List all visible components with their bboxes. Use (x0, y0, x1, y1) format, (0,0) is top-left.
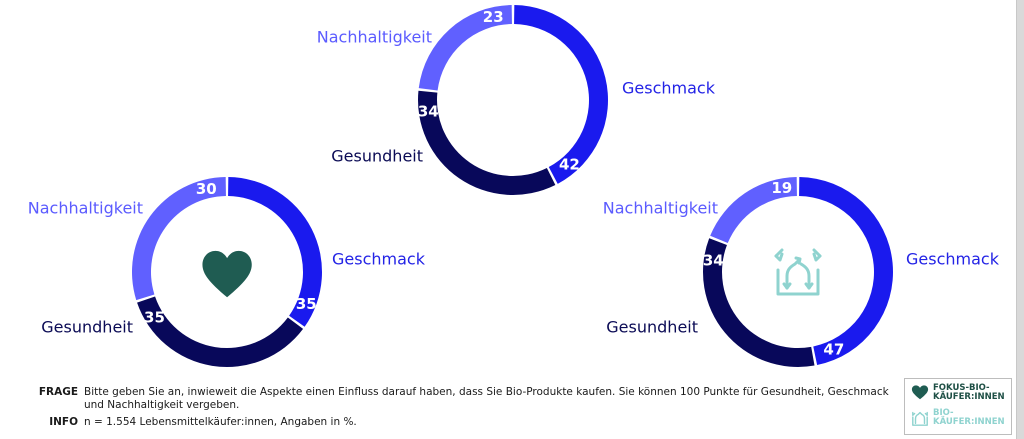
donut-segment-geschmack (228, 177, 322, 327)
donut-value-label-geschmack: 47 (823, 341, 844, 359)
donut-value-label-nachhaltigkeit: 30 (196, 180, 217, 198)
legend-label-bio: BIO-KÄUFER:INNEN (933, 408, 1005, 427)
legend-label-fokus: FOKUS-BIO-KÄUFER:INNEN (933, 383, 1005, 402)
donut-segment-geschmack (514, 5, 609, 184)
info-text: n = 1.554 Lebensmittelkäufer:innen, Anga… (84, 416, 357, 429)
donut-segment-gesundheit (137, 296, 304, 368)
category-label-nachhaltigkeit: Nachhaltigkeit (28, 199, 143, 218)
donut-value-label-gesundheit: 35 (144, 308, 165, 326)
donut-value-label-gesundheit: 34 (418, 102, 439, 120)
info-row: INFO n = 1.554 Lebensmittelkäufer:innen,… (30, 416, 900, 429)
info-key: INFO (49, 416, 78, 429)
donut-chart-2: 35 Geschmack 35 Gesundheit 30 Nachhaltigkeit (28, 177, 426, 368)
category-label-nachhaltigkeit: Nachhaltigkeit (603, 199, 718, 218)
donut-value-label-nachhaltigkeit: 23 (483, 8, 504, 26)
bio-arrows-icon (912, 411, 928, 426)
donut-value-label-nachhaltigkeit: 19 (771, 179, 792, 197)
category-label-geschmack: Geschmack (332, 250, 426, 269)
category-label-gesundheit: Gesundheit (331, 147, 423, 166)
donut-charts: 42Geschmack34Gesundheit23Nachhaltigkeit3… (28, 5, 1000, 368)
legend-item-bio: BIO-KÄUFER:INNEN (911, 409, 1011, 427)
donut-value-label-gesundheit: 34 (703, 252, 724, 270)
donut-segment-gesundheit (418, 90, 556, 195)
donut-segment-nachhaltigkeit (418, 5, 512, 91)
category-label-geschmack: Geschmack (906, 250, 1000, 269)
frage-text: Bitte geben Sie an, inwieweit die Aspekt… (84, 386, 889, 412)
donut-segment-nachhaltigkeit (710, 177, 797, 244)
donut-segment-gesundheit (703, 238, 815, 367)
donut-segment-nachhaltigkeit (132, 177, 226, 301)
donut-chart-1: 42 Geschmack 34 Gesundheit 23 Nachhaltigkeit (317, 5, 716, 195)
category-label-gesundheit: Gesundheit (41, 318, 133, 337)
category-label-gesundheit: Gesundheit (606, 318, 698, 337)
frage-row: FRAGE Bitte geben Sie an, inwieweit die … (30, 386, 900, 412)
group-legend: FOKUS-BIO-KÄUFER:INNEN BIO-KÄUFER:INNEN (904, 378, 1012, 435)
footer-notes: FRAGE Bitte geben Sie an, inwieweit die … (30, 386, 900, 433)
donut-value-label-geschmack: 35 (296, 295, 317, 313)
donut-segment-geschmack (799, 177, 894, 366)
donut-chart-3: 47 Geschmack 34 Gesundheit 19 Nachhaltigkeit (603, 177, 1000, 367)
category-label-nachhaltigkeit: Nachhaltigkeit (317, 28, 432, 47)
heart-icon (911, 385, 929, 400)
frage-key: FRAGE (38, 386, 78, 398)
donut-value-label-geschmack: 42 (559, 155, 580, 173)
bio-arrows-icon (774, 248, 822, 296)
category-label-geschmack: Geschmack (622, 79, 716, 98)
heart-icon (202, 250, 252, 298)
legend-item-fokus: FOKUS-BIO-KÄUFER:INNEN (911, 384, 1011, 402)
